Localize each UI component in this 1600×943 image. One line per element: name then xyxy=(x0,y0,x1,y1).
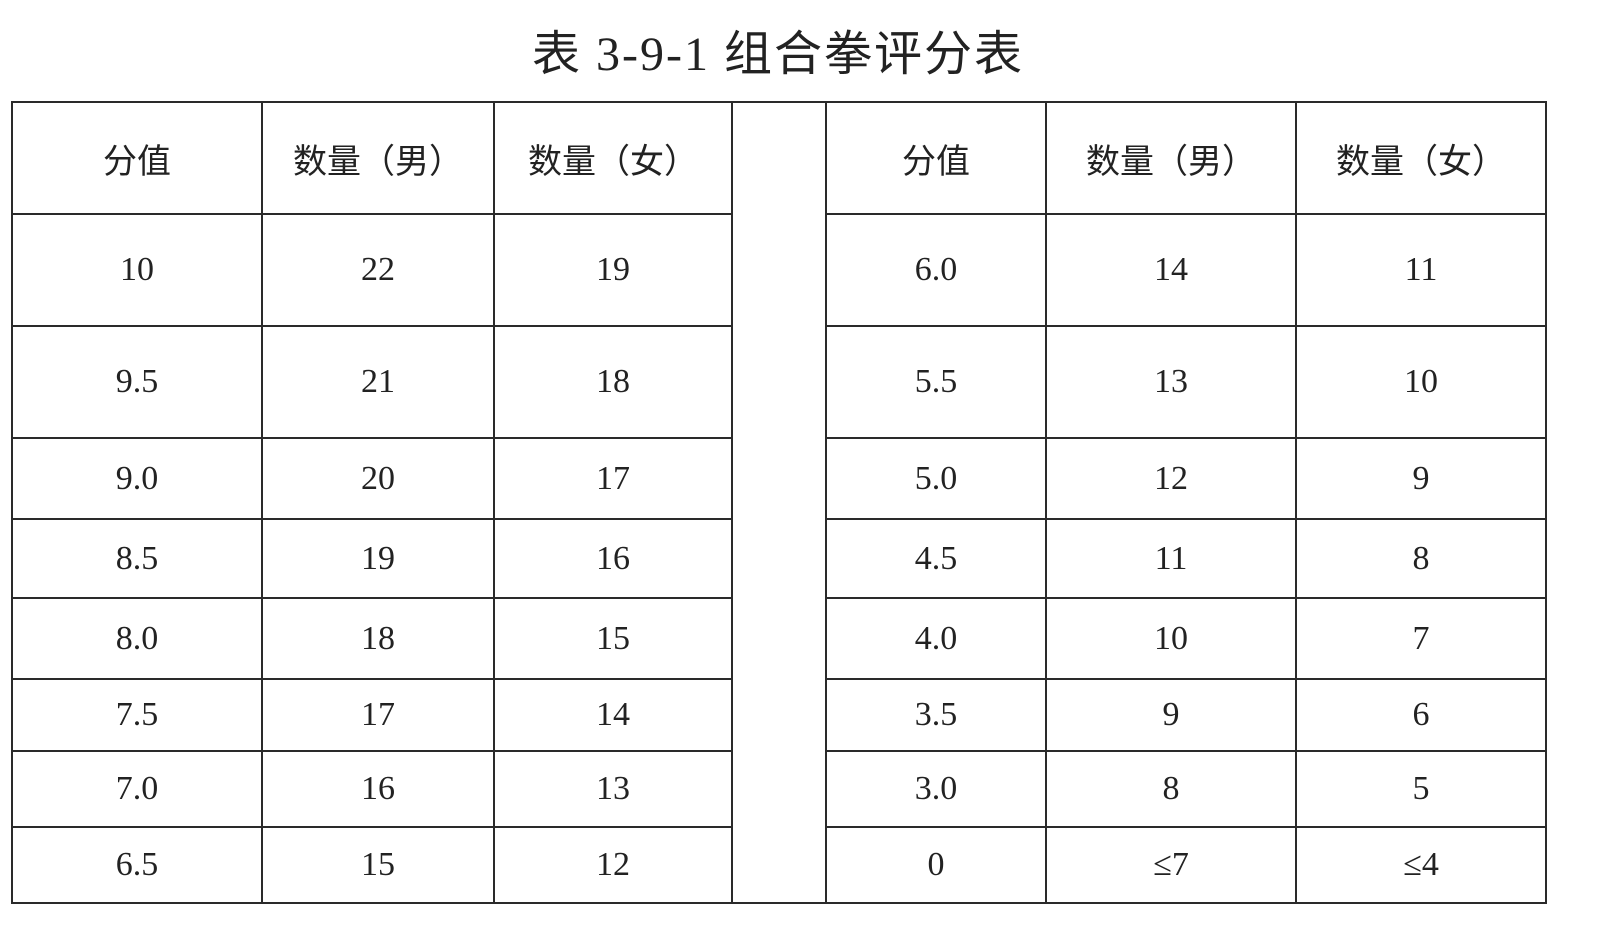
table-row: 8.5 19 16 4.5 11 8 xyxy=(11,518,1547,599)
cell: 6.5 xyxy=(11,826,263,904)
cell: 13 xyxy=(1045,325,1297,439)
score-table: 分值 数量（男） 数量（女） 分值 数量（男） 数量（女） 10 22 19 6.0 1… xyxy=(11,101,1547,904)
cell: 9.5 xyxy=(11,325,263,439)
header-cell: 数量（女） xyxy=(493,101,733,215)
cell: 7.5 xyxy=(11,678,263,752)
cell: 12 xyxy=(1045,437,1297,520)
cell: 10 xyxy=(11,213,263,327)
cell: 10 xyxy=(1295,325,1547,439)
cell: 9 xyxy=(1045,678,1297,752)
header-cell: 数量（男） xyxy=(261,101,495,215)
cell: 16 xyxy=(261,750,495,828)
cell: 8 xyxy=(1295,518,1547,599)
cell: 10 xyxy=(1045,597,1297,680)
cell: 9 xyxy=(1295,437,1547,520)
cell: 0 xyxy=(825,826,1047,904)
cell: 5.0 xyxy=(825,437,1047,520)
header-cell: 数量（男） xyxy=(1045,101,1297,215)
cell: 8.5 xyxy=(11,518,263,599)
table-title: 表 3-9-1 组合拳评分表 xyxy=(532,28,1024,81)
cell: 14 xyxy=(493,678,733,752)
cell: 5 xyxy=(1295,750,1547,828)
table-row: 7.0 16 13 3.0 8 5 xyxy=(11,750,1547,828)
cell: 18 xyxy=(261,597,495,680)
cell: 17 xyxy=(493,437,733,520)
cell: 13 xyxy=(493,750,733,828)
cell: 4.0 xyxy=(825,597,1047,680)
cell: 22 xyxy=(261,213,495,327)
cell: 15 xyxy=(493,597,733,680)
cell: 5.5 xyxy=(825,325,1047,439)
cell: 8 xyxy=(1045,750,1297,828)
table-row: 10 22 19 6.0 14 11 xyxy=(11,213,1547,327)
cell: ≤4 xyxy=(1295,826,1547,904)
table-row: 9.0 20 17 5.0 12 9 xyxy=(11,437,1547,520)
separator-column xyxy=(731,101,827,904)
cell: 6 xyxy=(1295,678,1547,752)
cell: 17 xyxy=(261,678,495,752)
header-cell: 分值 xyxy=(825,101,1047,215)
cell: ≤7 xyxy=(1045,826,1297,904)
cell: 19 xyxy=(493,213,733,327)
cell: 3.5 xyxy=(825,678,1047,752)
cell: 4.5 xyxy=(825,518,1047,599)
cell: 14 xyxy=(1045,213,1297,327)
cell: 7.0 xyxy=(11,750,263,828)
cell: 15 xyxy=(261,826,495,904)
cell: 20 xyxy=(261,437,495,520)
cell: 8.0 xyxy=(11,597,263,680)
cell: 11 xyxy=(1045,518,1297,599)
cell: 12 xyxy=(493,826,733,904)
cell: 9.0 xyxy=(11,437,263,520)
cell: 18 xyxy=(493,325,733,439)
header-cell: 数量（女） xyxy=(1295,101,1547,215)
cell: 11 xyxy=(1295,213,1547,327)
table-row: 7.5 17 14 3.5 9 6 xyxy=(11,678,1547,752)
table-row: 6.5 15 12 0 ≤7 ≤4 xyxy=(11,826,1547,904)
cell: 3.0 xyxy=(825,750,1047,828)
table-row: 9.5 21 18 5.5 13 10 xyxy=(11,325,1547,439)
cell: 19 xyxy=(261,518,495,599)
cell: 21 xyxy=(261,325,495,439)
header-row: 分值 数量（男） 数量（女） 分值 数量（男） 数量（女） xyxy=(11,101,1547,904)
header-cell: 分值 xyxy=(11,101,263,215)
table-row: 8.0 18 15 4.0 10 7 xyxy=(11,597,1547,680)
cell: 7 xyxy=(1295,597,1547,680)
cell: 16 xyxy=(493,518,733,599)
cell: 6.0 xyxy=(825,213,1047,327)
